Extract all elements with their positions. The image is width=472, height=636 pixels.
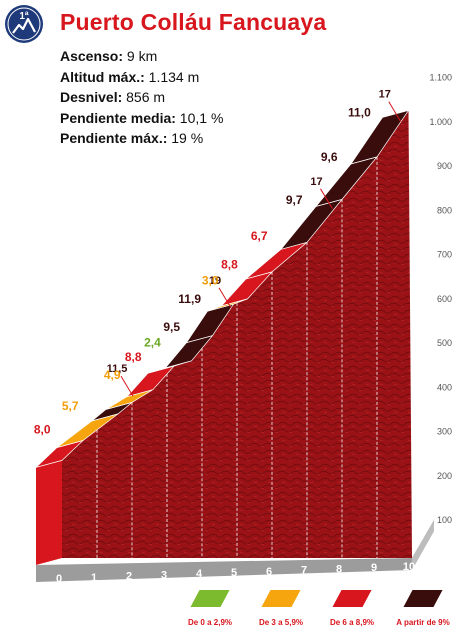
category-badge-icon: 1ª xyxy=(5,5,43,43)
y-tick-label: 900 xyxy=(437,161,452,171)
x-tick-label: 0 xyxy=(56,573,62,585)
segment-avg-label: 2,4 xyxy=(144,335,161,349)
x-tick-label: 2 xyxy=(126,571,132,583)
y-tick-label: 300 xyxy=(437,427,452,437)
legend-item-0-2: De 0 a 2,9% xyxy=(170,588,250,627)
x-tick-label: 5 xyxy=(231,567,237,579)
legend-item-3-5: De 3 a 5,9% xyxy=(241,588,321,627)
segment-avg-label: 6,7 xyxy=(251,229,268,243)
header: 1ª Puerto Colláu Fancuaya xyxy=(0,0,472,50)
segment-avg-label: 8,8 xyxy=(221,257,238,271)
x-tick-label: 10 xyxy=(403,561,415,573)
climb-stats: Ascenso: 9 km Altitud máx.: 1.134 m Desn… xyxy=(60,46,223,149)
x-tick-label: 7 xyxy=(301,565,307,577)
max-gradient-pointer xyxy=(218,287,232,309)
legend-swatch xyxy=(403,590,443,607)
y-tick-label: 1.000 xyxy=(429,117,452,127)
segment-avg-label: 3,0 xyxy=(202,274,219,288)
stat-row-altitud: Altitud máx.: 1.134 m xyxy=(60,68,200,85)
x-tick-label: 9 xyxy=(371,562,377,574)
stat-row-pendiente-max: Pendiente máx.: 19 % xyxy=(60,130,204,146)
segment-avg-label: 9,7 xyxy=(286,193,303,207)
stat-row-ascenso: Ascenso: 9 km xyxy=(60,48,158,64)
segment-max-label: 17 xyxy=(310,176,322,188)
y-tick-label: 200 xyxy=(437,471,452,481)
legend-swatch xyxy=(190,590,230,607)
segment-max-label: 19 xyxy=(209,275,221,287)
y-tick-label: 1.100 xyxy=(429,73,452,83)
y-tick-label: 700 xyxy=(437,250,452,260)
segment-avg-label: 8,8 xyxy=(125,350,142,364)
segment-avg-label: 9,6 xyxy=(321,150,338,164)
x-tick-label: 3 xyxy=(161,569,167,581)
x-tick-label: 4 xyxy=(196,568,203,580)
page-title: Puerto Colláu Fancuaya xyxy=(60,9,327,35)
y-tick-label: 400 xyxy=(437,382,452,392)
segment-avg-label: 9,5 xyxy=(163,320,180,334)
stat-row-desnivel: Desnivel: 856 m xyxy=(60,89,166,105)
y-tick-label: 100 xyxy=(437,515,452,525)
max-gradient-pointer xyxy=(320,188,333,210)
x-tick-label: 8 xyxy=(336,563,342,575)
segment-avg-label: 4,9 xyxy=(104,368,121,382)
legend-swatch xyxy=(261,590,301,607)
segment-avg-label: 5,7 xyxy=(62,399,79,413)
elevation-profile-chart: 0 1 2 3 4 5 6 7 8 9 10 100 200 300 400 500 600 700 800 900 1… xyxy=(33,72,452,585)
category-badge-label: 1ª xyxy=(19,11,29,22)
x-tick-label: 6 xyxy=(266,566,272,578)
chart-base-side xyxy=(412,520,434,570)
segment-max-label: 11,5 xyxy=(107,363,128,375)
segment-max-label: 17 xyxy=(379,89,391,101)
gradient-legend: De 0 a 2,9% De 3 a 5,9% De 6 a 8,9% A pa… xyxy=(0,588,472,636)
legend-item-6-8: De 6 a 8,9% xyxy=(312,588,392,627)
segment-avg-label: 11,0 xyxy=(348,106,371,120)
terrain-left-cap xyxy=(36,460,62,565)
legend-swatch xyxy=(332,590,372,607)
y-tick-label: 600 xyxy=(437,294,452,304)
segment-avg-label: 8,0 xyxy=(34,422,51,436)
stat-row-pendiente-media: Pendiente media: 10,1 % xyxy=(60,109,224,126)
segment-avg-label: 11,9 xyxy=(178,292,201,306)
x-tick-label: 1 xyxy=(91,572,97,584)
y-tick-label: 500 xyxy=(437,338,452,348)
profile-segment xyxy=(350,109,410,165)
legend-item-9-plus: A partir de 9% xyxy=(383,588,463,627)
max-gradient-pointer xyxy=(388,101,402,122)
y-tick-label: 800 xyxy=(437,205,452,215)
chart-base xyxy=(36,520,434,582)
max-gradient-pointer xyxy=(120,375,134,397)
